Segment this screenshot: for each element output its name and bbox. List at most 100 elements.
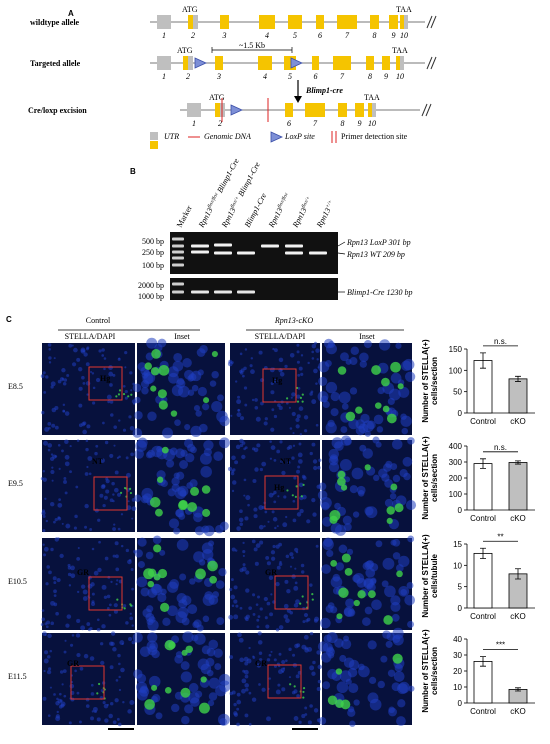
nucleus <box>129 616 134 621</box>
y-axis-label: Number of STELLA(+) <box>421 629 430 713</box>
nucleus <box>120 544 124 548</box>
nucleus <box>87 583 93 589</box>
nucleus <box>115 567 120 572</box>
nucleus <box>264 510 268 514</box>
nucleus <box>244 516 249 521</box>
inset-box <box>93 476 128 511</box>
error-bar <box>515 568 521 580</box>
stella-cell <box>327 695 338 705</box>
nucleus <box>47 655 51 659</box>
exon <box>368 103 372 117</box>
nucleus <box>89 656 95 661</box>
nucleus <box>405 500 417 511</box>
nucleus <box>76 357 81 362</box>
nucleus <box>275 689 281 695</box>
nucleus <box>132 402 136 405</box>
nucleus <box>293 689 298 694</box>
nucleus <box>136 681 148 693</box>
nucleus <box>270 650 273 653</box>
label: 5 <box>288 72 292 81</box>
nucleus <box>78 720 82 724</box>
loxp-site <box>270 131 283 143</box>
nucleus <box>146 337 158 349</box>
utr <box>188 56 193 70</box>
stella-cell <box>158 400 168 410</box>
stella-cell <box>341 553 351 563</box>
label: 7 <box>340 72 345 81</box>
nucleus <box>43 658 49 664</box>
label: 100 bp <box>142 261 164 270</box>
nucleus <box>238 517 244 523</box>
nucleus <box>244 669 249 675</box>
label: Hg <box>274 483 284 492</box>
nucleus <box>137 560 145 569</box>
nucleus <box>242 563 246 567</box>
gel-band <box>172 263 184 267</box>
nucleus <box>123 604 127 608</box>
stella-cell <box>337 470 346 479</box>
nucleus <box>54 425 59 430</box>
lane-label: Rpn13flox/flox <box>266 191 292 230</box>
stella-cell <box>198 702 210 714</box>
nucleus <box>90 683 94 687</box>
y-tick-label: 300 <box>449 458 463 467</box>
nucleus <box>218 567 227 577</box>
nucleus <box>80 584 86 589</box>
stella-cell <box>157 389 167 399</box>
nucleus <box>40 623 44 626</box>
nucleus <box>131 624 134 627</box>
nucleus <box>285 515 288 519</box>
nucleus <box>299 508 304 514</box>
nucleus <box>388 706 395 714</box>
nucleus <box>129 425 135 431</box>
nucleus <box>301 644 307 650</box>
label: 1 <box>162 72 166 81</box>
nucleus <box>237 632 242 638</box>
nucleus <box>326 549 334 557</box>
bar <box>508 462 528 511</box>
nucleus <box>116 717 120 721</box>
lane-label-part: Marker <box>175 204 194 229</box>
nucleus <box>108 713 113 719</box>
nucleus <box>106 594 111 599</box>
nucleus <box>395 564 404 572</box>
nucleus <box>359 352 369 363</box>
nucleus <box>82 596 88 601</box>
nucleus <box>367 692 379 704</box>
x-tick-label: cKO <box>510 417 526 426</box>
nucleus <box>166 459 175 468</box>
nucleus <box>244 674 249 679</box>
nucleus <box>157 592 167 603</box>
y-axis-label: cells/section <box>430 454 439 502</box>
nucleus <box>103 595 108 600</box>
stella-cell <box>302 483 305 486</box>
nucleus <box>293 603 299 608</box>
nucleus <box>168 518 180 529</box>
stella-cell <box>374 402 382 409</box>
nucleus <box>296 343 300 347</box>
nucleus <box>86 424 91 429</box>
nucleus <box>293 476 297 480</box>
nucleus <box>297 373 301 377</box>
stella-cell <box>329 509 341 521</box>
nucleus <box>346 548 354 556</box>
nucleus <box>236 707 240 711</box>
nucleus <box>334 524 347 536</box>
nucleus <box>241 688 246 694</box>
nucleus <box>239 522 244 527</box>
label: 1000 bp <box>138 292 164 301</box>
lane-label: Blimp1-Cre <box>243 191 269 229</box>
label: Rpn13 WT 209 bp <box>346 250 405 259</box>
nucleus <box>296 512 302 517</box>
nucleus <box>71 634 75 637</box>
nucleus <box>202 403 210 411</box>
nucleus <box>55 714 61 719</box>
lane-label-part: Rpn13 <box>290 206 308 230</box>
nucleus <box>281 470 286 476</box>
nucleus <box>317 490 328 500</box>
nucleus <box>56 577 61 583</box>
nucleus <box>237 408 241 412</box>
nucleus <box>135 440 147 452</box>
exon <box>312 56 319 70</box>
